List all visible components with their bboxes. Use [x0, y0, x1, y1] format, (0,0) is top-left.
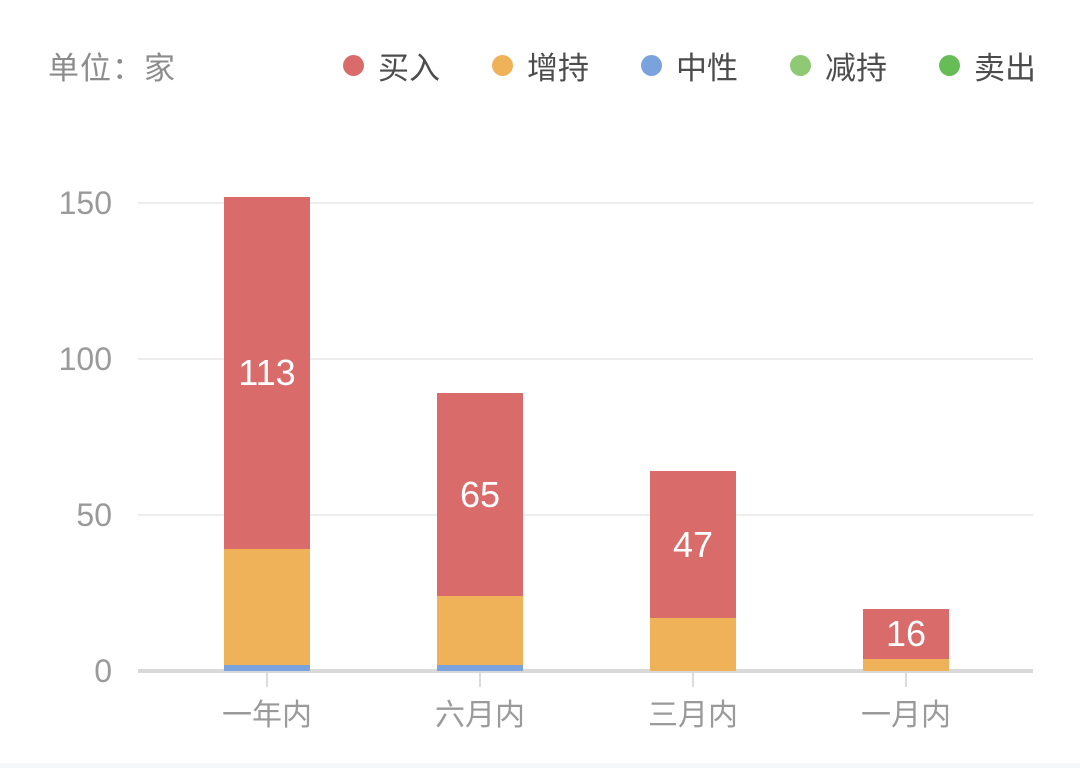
bar-segment[interactable] [437, 393, 523, 597]
bar-value-label: 113 [238, 352, 296, 394]
legend-item-label: 买入 [378, 50, 440, 86]
legend-dot-icon [343, 54, 364, 76]
x-axis-line [138, 669, 1033, 673]
gridline [138, 514, 1033, 516]
legend-dot-icon [939, 54, 960, 76]
bar-segment[interactable] [650, 617, 736, 671]
bar-segment[interactable] [224, 664, 310, 671]
x-axis-tick [266, 673, 268, 687]
x-axis-category-label: 一年内 [222, 699, 312, 732]
bar-segment[interactable] [863, 658, 949, 671]
legend-item-label: 减持 [825, 50, 887, 86]
y-axis-tick-label: 100 [58, 341, 112, 377]
bar-value-label: 16 [885, 612, 927, 654]
bar-segment[interactable] [224, 196, 310, 550]
legend-item-label: 增持 [527, 50, 589, 86]
gridline [138, 358, 1033, 360]
bar-segment[interactable] [437, 596, 523, 665]
bar-segment[interactable] [863, 608, 949, 659]
chart-header: 单位：家 买入 增持 中性 减持 卖出 [48, 42, 1036, 88]
legend-dot-icon [641, 54, 662, 76]
legend-item[interactable]: 中性 [641, 43, 738, 88]
x-axis-category-label: 一月内 [861, 699, 951, 732]
bar-segment[interactable] [437, 664, 523, 671]
legend-item-label: 中性 [676, 50, 738, 86]
legend-dot-icon [790, 54, 811, 76]
legend-item[interactable]: 卖出 [939, 43, 1036, 88]
legend-item[interactable]: 增持 [492, 43, 589, 88]
legend: 买入 增持 中性 减持 卖出 [343, 43, 1036, 88]
y-axis-tick-label: 50 [76, 497, 112, 533]
bar-value-label: 65 [459, 473, 501, 515]
legend-item-label: 卖出 [974, 50, 1036, 86]
y-axis-tick-label: 150 [58, 185, 112, 221]
bottom-divider [0, 763, 1080, 768]
x-axis-tick [479, 673, 481, 687]
bar-segment[interactable] [650, 471, 736, 618]
x-axis-category-label: 六月内 [435, 699, 525, 732]
x-axis-tick [905, 673, 907, 687]
gridline [138, 202, 1033, 204]
bar-value-label: 47 [672, 523, 714, 565]
legend-dot-icon [492, 54, 513, 76]
bar-segment[interactable] [224, 549, 310, 665]
unit-label: 单位：家 [48, 50, 176, 86]
x-axis-tick [692, 673, 694, 687]
x-axis-category-label: 三月内 [648, 699, 738, 732]
y-axis-tick-label: 0 [94, 653, 112, 689]
legend-item[interactable]: 减持 [790, 43, 887, 88]
legend-item[interactable]: 买入 [343, 43, 440, 88]
